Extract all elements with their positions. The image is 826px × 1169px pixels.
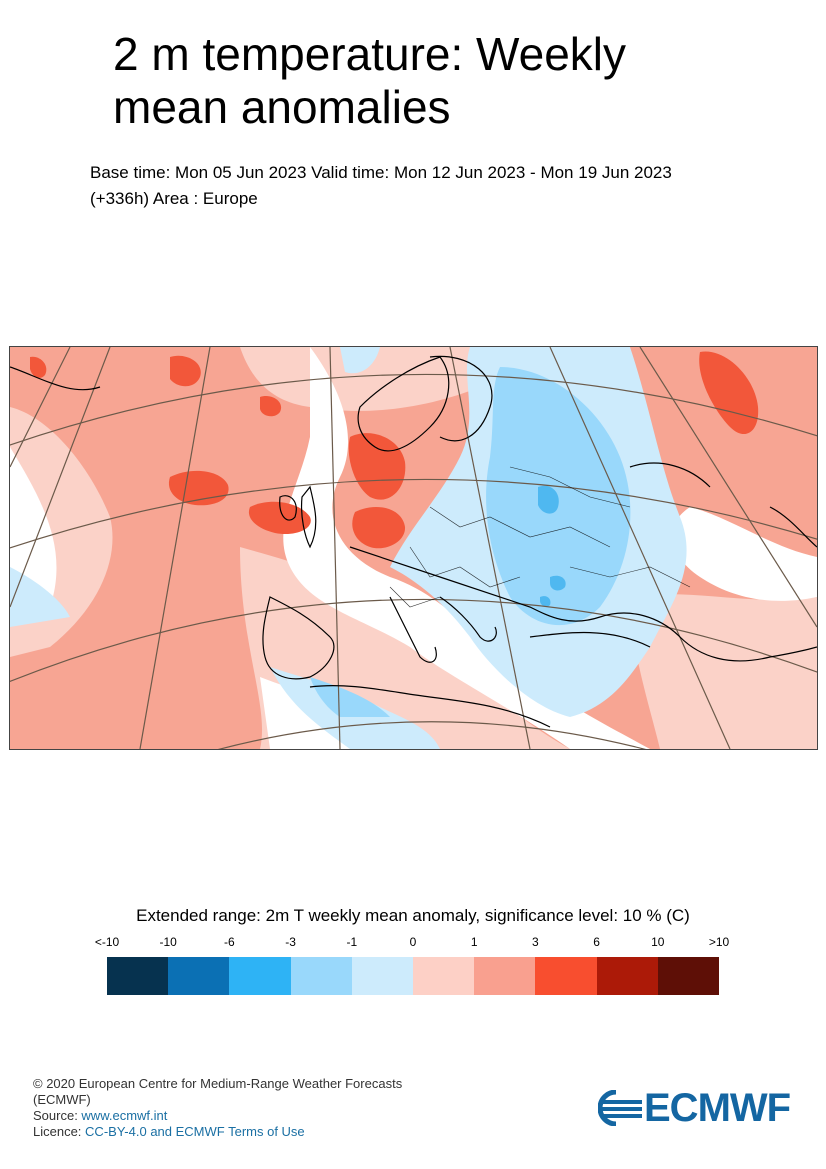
source-line: Source: www.ecmwf.int [33,1108,433,1124]
legend-label: -3 [285,935,296,949]
legend-swatch [657,957,720,995]
legend-swatch [596,957,658,995]
legend-label: -1 [346,935,358,949]
legend-swatch [413,957,475,995]
anomaly-region [248,501,311,535]
anomaly-region [348,433,406,500]
legend-swatch [229,957,291,995]
subtitle: Base time: Mon 05 Jun 2023 Valid time: M… [90,160,790,212]
ecmwf-logo-icon [598,1090,644,1126]
anomaly-map[interactable] [9,346,818,750]
legend-swatch [535,957,597,995]
graticule [10,347,817,749]
legend-swatch [351,957,414,995]
legend-label: -6 [224,935,235,949]
source-link[interactable]: www.ecmwf.int [81,1108,168,1123]
copyright-line: © 2020 European Centre for Medium-Range … [33,1076,403,1091]
legend-label: >10 [708,935,730,949]
licence-label: Licence: [33,1124,86,1139]
legend-colorbar [107,957,720,995]
anomaly-region [671,507,817,601]
anomaly-region [170,355,201,387]
anomaly-region [340,347,380,374]
legend-label: 3 [532,935,539,949]
source-label: Source: [33,1108,82,1123]
copyright-org: (ECMWF) [33,1092,91,1107]
licence-link[interactable]: CC-BY-4.0 and ECMWF Terms of Use [85,1124,305,1139]
legend-label: -10 [159,935,177,949]
page-title: 2 m temperature: Weekly mean anomalies [113,28,627,133]
anomaly-region [30,356,47,378]
anomaly-region [538,485,559,514]
subtitle-line-2: (+336h) Area : Europe [90,189,258,208]
ecmwf-logo-text: ECMWF [644,1086,791,1130]
legend-swatch [474,957,536,995]
coastlines [10,355,817,728]
borders [389,466,691,608]
anomaly-region [550,575,566,591]
anomaly-region [630,594,817,749]
anomaly-region [352,507,406,549]
ecmwf-logo: ECMWF [598,1086,798,1130]
legend-label: 6 [593,935,600,949]
anomaly-region [283,347,650,749]
legend-label: 1 [470,935,478,949]
anomaly-map-graphic [10,347,817,749]
anomaly-region [240,347,480,411]
anomaly-region [699,351,759,435]
legend-swatch [107,957,169,995]
legend-title: Extended range: 2m T weekly mean anomaly… [136,906,690,925]
anomaly-region [486,367,631,626]
legend-label: <-10 [94,935,120,949]
anomaly-region [310,677,390,717]
anomaly-region [10,447,57,607]
anomaly-region [540,596,551,607]
legend-label: 10 [651,935,665,949]
subtitle-line-1: Base time: Mon 05 Jun 2023 Valid time: M… [90,163,672,182]
anomaly-region [10,567,70,627]
anomaly-region [260,396,282,417]
licence-line: Licence: CC-BY-4.0 and ECMWF Terms of Us… [33,1124,433,1140]
footer: © 2020 European Centre for Medium-Range … [33,1076,433,1140]
legend-swatch [290,957,352,995]
legend-label: 0 [409,935,417,949]
legend-labels: <-10 -10 -6 -3 -1 0 1 3 6 10 >10 [0,935,826,953]
legend-swatch [168,957,230,995]
